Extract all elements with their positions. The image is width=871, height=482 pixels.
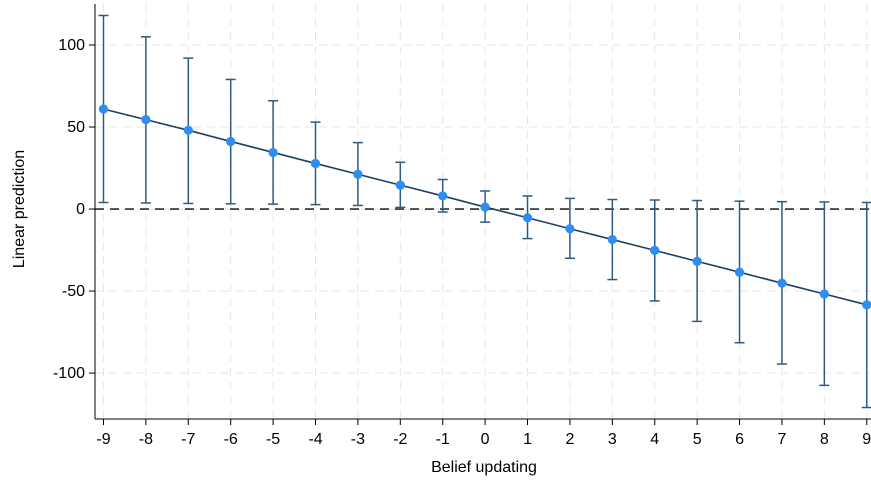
x-tick-label: -5 (266, 431, 280, 448)
axes (89, 4, 871, 425)
x-tick-label: -9 (96, 431, 110, 448)
data-point (607, 234, 617, 245)
x-axis-title: Belief updating (431, 459, 537, 476)
y-tick-label: 50 (67, 119, 85, 136)
data-point (183, 125, 193, 135)
data-point (226, 136, 236, 147)
data-point (395, 180, 405, 190)
data-point (141, 115, 151, 125)
y-tick-label: -50 (62, 283, 85, 300)
y-tick-label: -100 (53, 365, 85, 382)
x-tick-label: -6 (224, 431, 238, 448)
y-tick-label: 0 (76, 201, 85, 218)
grid-lines (95, 4, 871, 419)
data-point (692, 256, 702, 266)
x-tick-label: -4 (308, 431, 322, 448)
x-tick-label: 5 (693, 431, 702, 448)
data-point (98, 104, 109, 114)
data-point (268, 147, 278, 158)
data-points (98, 104, 871, 310)
data-point (480, 202, 490, 212)
x-tick-label: 3 (608, 431, 617, 448)
x-tick-label: 7 (777, 431, 786, 448)
x-tick-label: 4 (650, 431, 659, 448)
x-tick-label: 0 (481, 431, 490, 448)
x-tick-label: 6 (735, 431, 744, 448)
data-point (438, 191, 448, 201)
data-point (862, 300, 871, 310)
data-point (522, 213, 533, 223)
x-tick-label: -8 (139, 431, 153, 448)
y-axis-title: Linear prediction (11, 150, 28, 268)
x-tick-label: 9 (862, 431, 871, 448)
x-tick-label: 2 (565, 431, 574, 448)
x-tick-label: 1 (523, 431, 532, 448)
data-point (650, 245, 660, 255)
x-tick-label: -3 (351, 431, 365, 448)
data-point (819, 289, 829, 299)
data-point (310, 158, 321, 169)
data-point (777, 278, 787, 288)
x-tick-label: -2 (393, 431, 407, 448)
x-tick-label: 8 (820, 431, 829, 448)
data-point (734, 267, 745, 277)
x-tick-label: -1 (436, 431, 450, 448)
x-tick-label: -7 (181, 431, 195, 448)
tick-labels: -9 -8 -7 -6 -5 -4 -3 -2 -1 0 1 2 3 4 5 6 7 8 9 -100 -50 0 50 10… (53, 37, 871, 448)
data-point (353, 169, 363, 179)
data-point (565, 224, 575, 234)
y-tick-label: 100 (58, 37, 85, 54)
